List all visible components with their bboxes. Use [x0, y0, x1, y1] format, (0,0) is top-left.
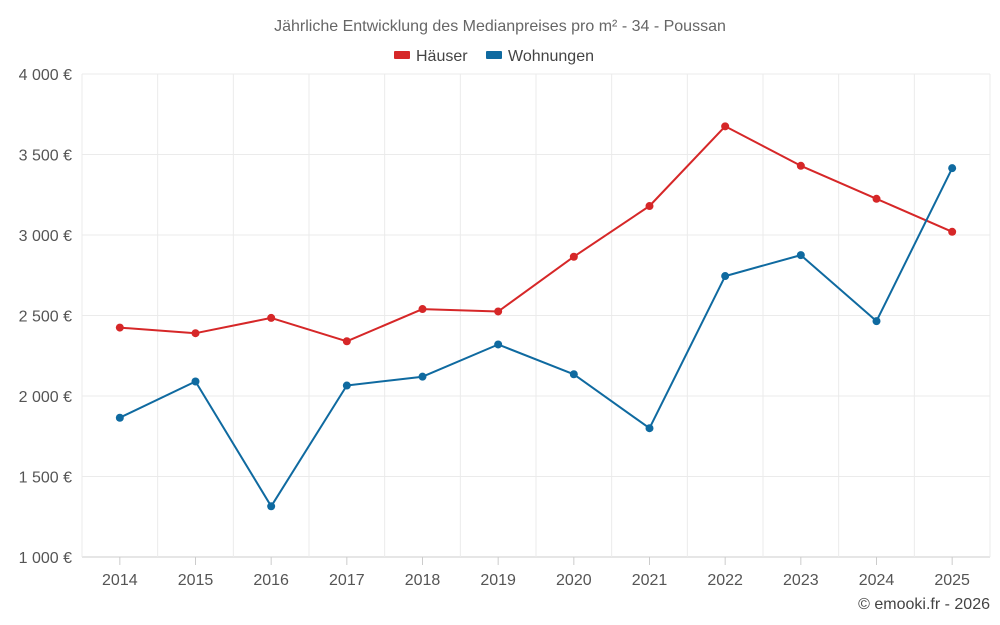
x-tick-label: 2023: [783, 572, 819, 589]
x-axis: 2014 2015 2016 2017 2018 2019 2020 2021 2022 2023…: [102, 557, 970, 589]
series-line-houses: [119, 125, 953, 343]
data-point-houses: [796, 161, 805, 170]
data-point-apartments: [569, 370, 578, 379]
x-tick-label: 2016: [253, 572, 289, 589]
x-tick-label: 2014: [102, 572, 138, 589]
data-point-apartments: [796, 251, 805, 260]
x-tick-label: 2024: [859, 572, 895, 589]
legend: Häuser Wohnungen: [394, 48, 594, 65]
data-point-houses: [191, 329, 200, 338]
data-point-houses: [721, 122, 730, 131]
x-tick-label: 2017: [329, 572, 365, 589]
data-point-houses: [645, 202, 654, 211]
data-point-apartments: [191, 377, 200, 386]
chart-title: Jährliche Entwicklung des Medianpreises …: [274, 18, 726, 35]
y-tick-label: 4 000 €: [19, 67, 72, 84]
series-line-apartments: [119, 167, 954, 508]
y-tick-label: 1 000 €: [19, 550, 72, 567]
data-point-houses: [569, 252, 578, 261]
data-point-houses: [267, 313, 276, 322]
x-tick-label: 2022: [707, 572, 743, 589]
data-point-apartments: [872, 317, 881, 326]
data-point-houses: [872, 194, 881, 203]
data-point-apartments: [342, 381, 351, 390]
legend-label-apartments[interactable]: Wohnungen: [508, 48, 594, 65]
data-point-apartments: [267, 502, 276, 511]
y-tick-label: 2 000 €: [19, 389, 72, 406]
grid: [81, 73, 991, 558]
x-tick-label: 2025: [934, 572, 970, 589]
data-point-apartments: [494, 340, 503, 349]
data-point-houses: [418, 305, 427, 314]
data-point-houses: [342, 337, 351, 346]
credit-text: © emooki.fr - 2026: [858, 596, 990, 613]
y-tick-label: 3 000 €: [19, 228, 72, 245]
data-point-houses: [115, 323, 124, 332]
data-point-apartments: [948, 164, 957, 173]
y-axis: 1 000 € 1 500 € 2 000 € 2 500 € 3 000 € 3 500…: [19, 67, 72, 567]
legend-swatch-houses: [394, 51, 410, 59]
x-tick-label: 2020: [556, 572, 592, 589]
data-point-houses: [494, 307, 503, 316]
y-tick-label: 2 500 €: [19, 309, 72, 326]
data-point-apartments: [115, 413, 124, 422]
legend-label-houses[interactable]: Häuser: [416, 48, 468, 65]
x-tick-label: 2015: [178, 572, 214, 589]
x-tick-label: 2018: [405, 572, 441, 589]
data-point-apartments: [721, 272, 730, 281]
data-point-houses: [948, 227, 957, 236]
legend-swatch-apartments: [486, 51, 502, 59]
plot-area: [115, 122, 957, 511]
x-tick-label: 2021: [632, 572, 668, 589]
data-point-apartments: [645, 424, 654, 433]
x-tick-label: 2019: [480, 572, 516, 589]
data-point-apartments: [418, 372, 427, 381]
y-tick-label: 3 500 €: [19, 148, 72, 165]
y-tick-label: 1 500 €: [19, 470, 72, 487]
